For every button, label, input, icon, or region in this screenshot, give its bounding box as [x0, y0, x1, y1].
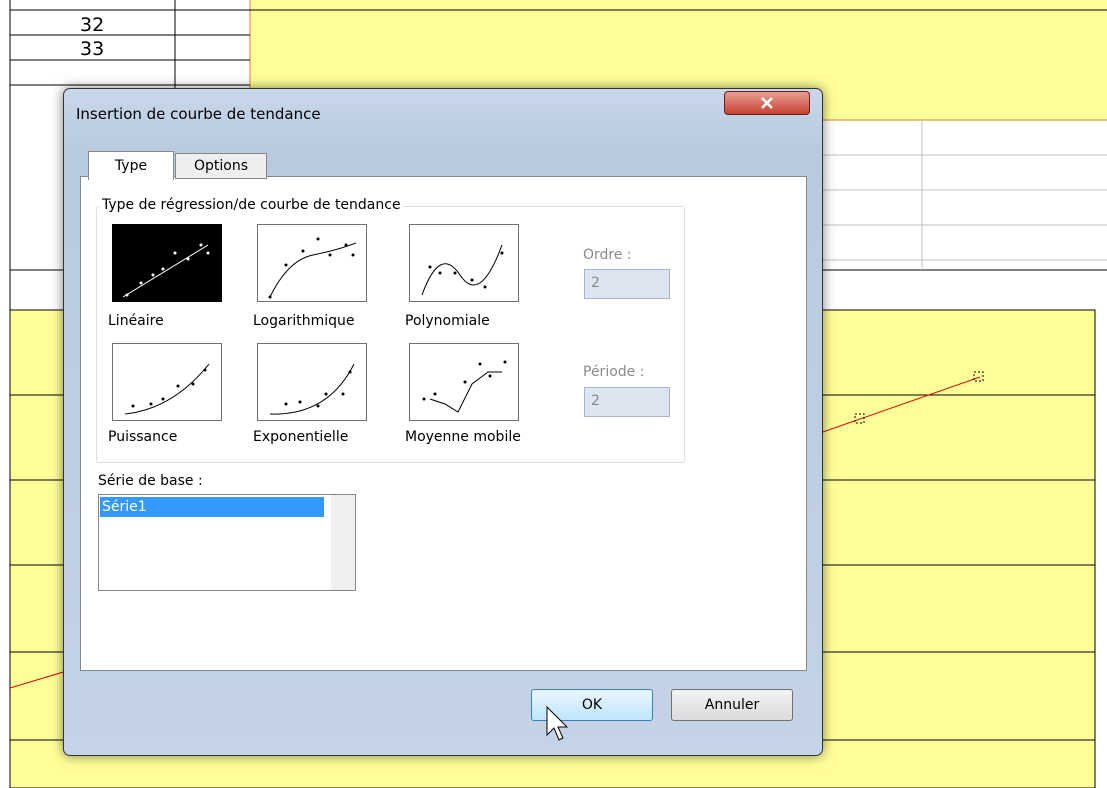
- type-thumb[interactable]: [112, 224, 222, 302]
- cell[interactable]: 32: [80, 14, 105, 36]
- type-thumb[interactable]: [257, 343, 367, 421]
- dialog-title: Insertion de courbe de tendance: [76, 105, 321, 123]
- type-thumb[interactable]: [409, 343, 519, 421]
- period-spinner: 2: [584, 387, 670, 417]
- order-value: 2: [591, 275, 600, 291]
- period-label: Période :: [583, 364, 645, 380]
- close-button[interactable]: [724, 91, 810, 115]
- group-label: Type de régression/de courbe de tendance: [100, 197, 403, 213]
- dialog: Insertion de courbe de tendance Type Opt…: [63, 88, 823, 756]
- type-thumb[interactable]: [409, 224, 519, 302]
- order-spinner: 2: [584, 269, 670, 299]
- series-item[interactable]: Série1: [100, 497, 324, 517]
- type-label[interactable]: Logarithmique: [253, 313, 355, 329]
- type-label[interactable]: Linéaire: [108, 313, 164, 329]
- cell[interactable]: 33: [80, 38, 105, 60]
- cursor: [546, 705, 569, 741]
- type-label[interactable]: Exponentielle: [253, 429, 349, 445]
- type-label[interactable]: Puissance: [108, 429, 178, 445]
- scrollbar[interactable]: [331, 495, 355, 590]
- type-thumb[interactable]: [257, 224, 367, 302]
- period-value: 2: [591, 393, 600, 409]
- order-label: Ordre :: [583, 247, 632, 263]
- series-list: Série1: [98, 494, 356, 591]
- tab[interactable]: Type: [88, 151, 174, 180]
- type-label[interactable]: Polynomiale: [405, 313, 490, 329]
- cancel-button[interactable]: Annuler: [671, 689, 793, 721]
- type-thumb[interactable]: [112, 343, 222, 421]
- type-label[interactable]: Moyenne mobile: [405, 429, 521, 445]
- series-label: Série de base :: [98, 473, 203, 489]
- tab[interactable]: Options: [175, 153, 267, 179]
